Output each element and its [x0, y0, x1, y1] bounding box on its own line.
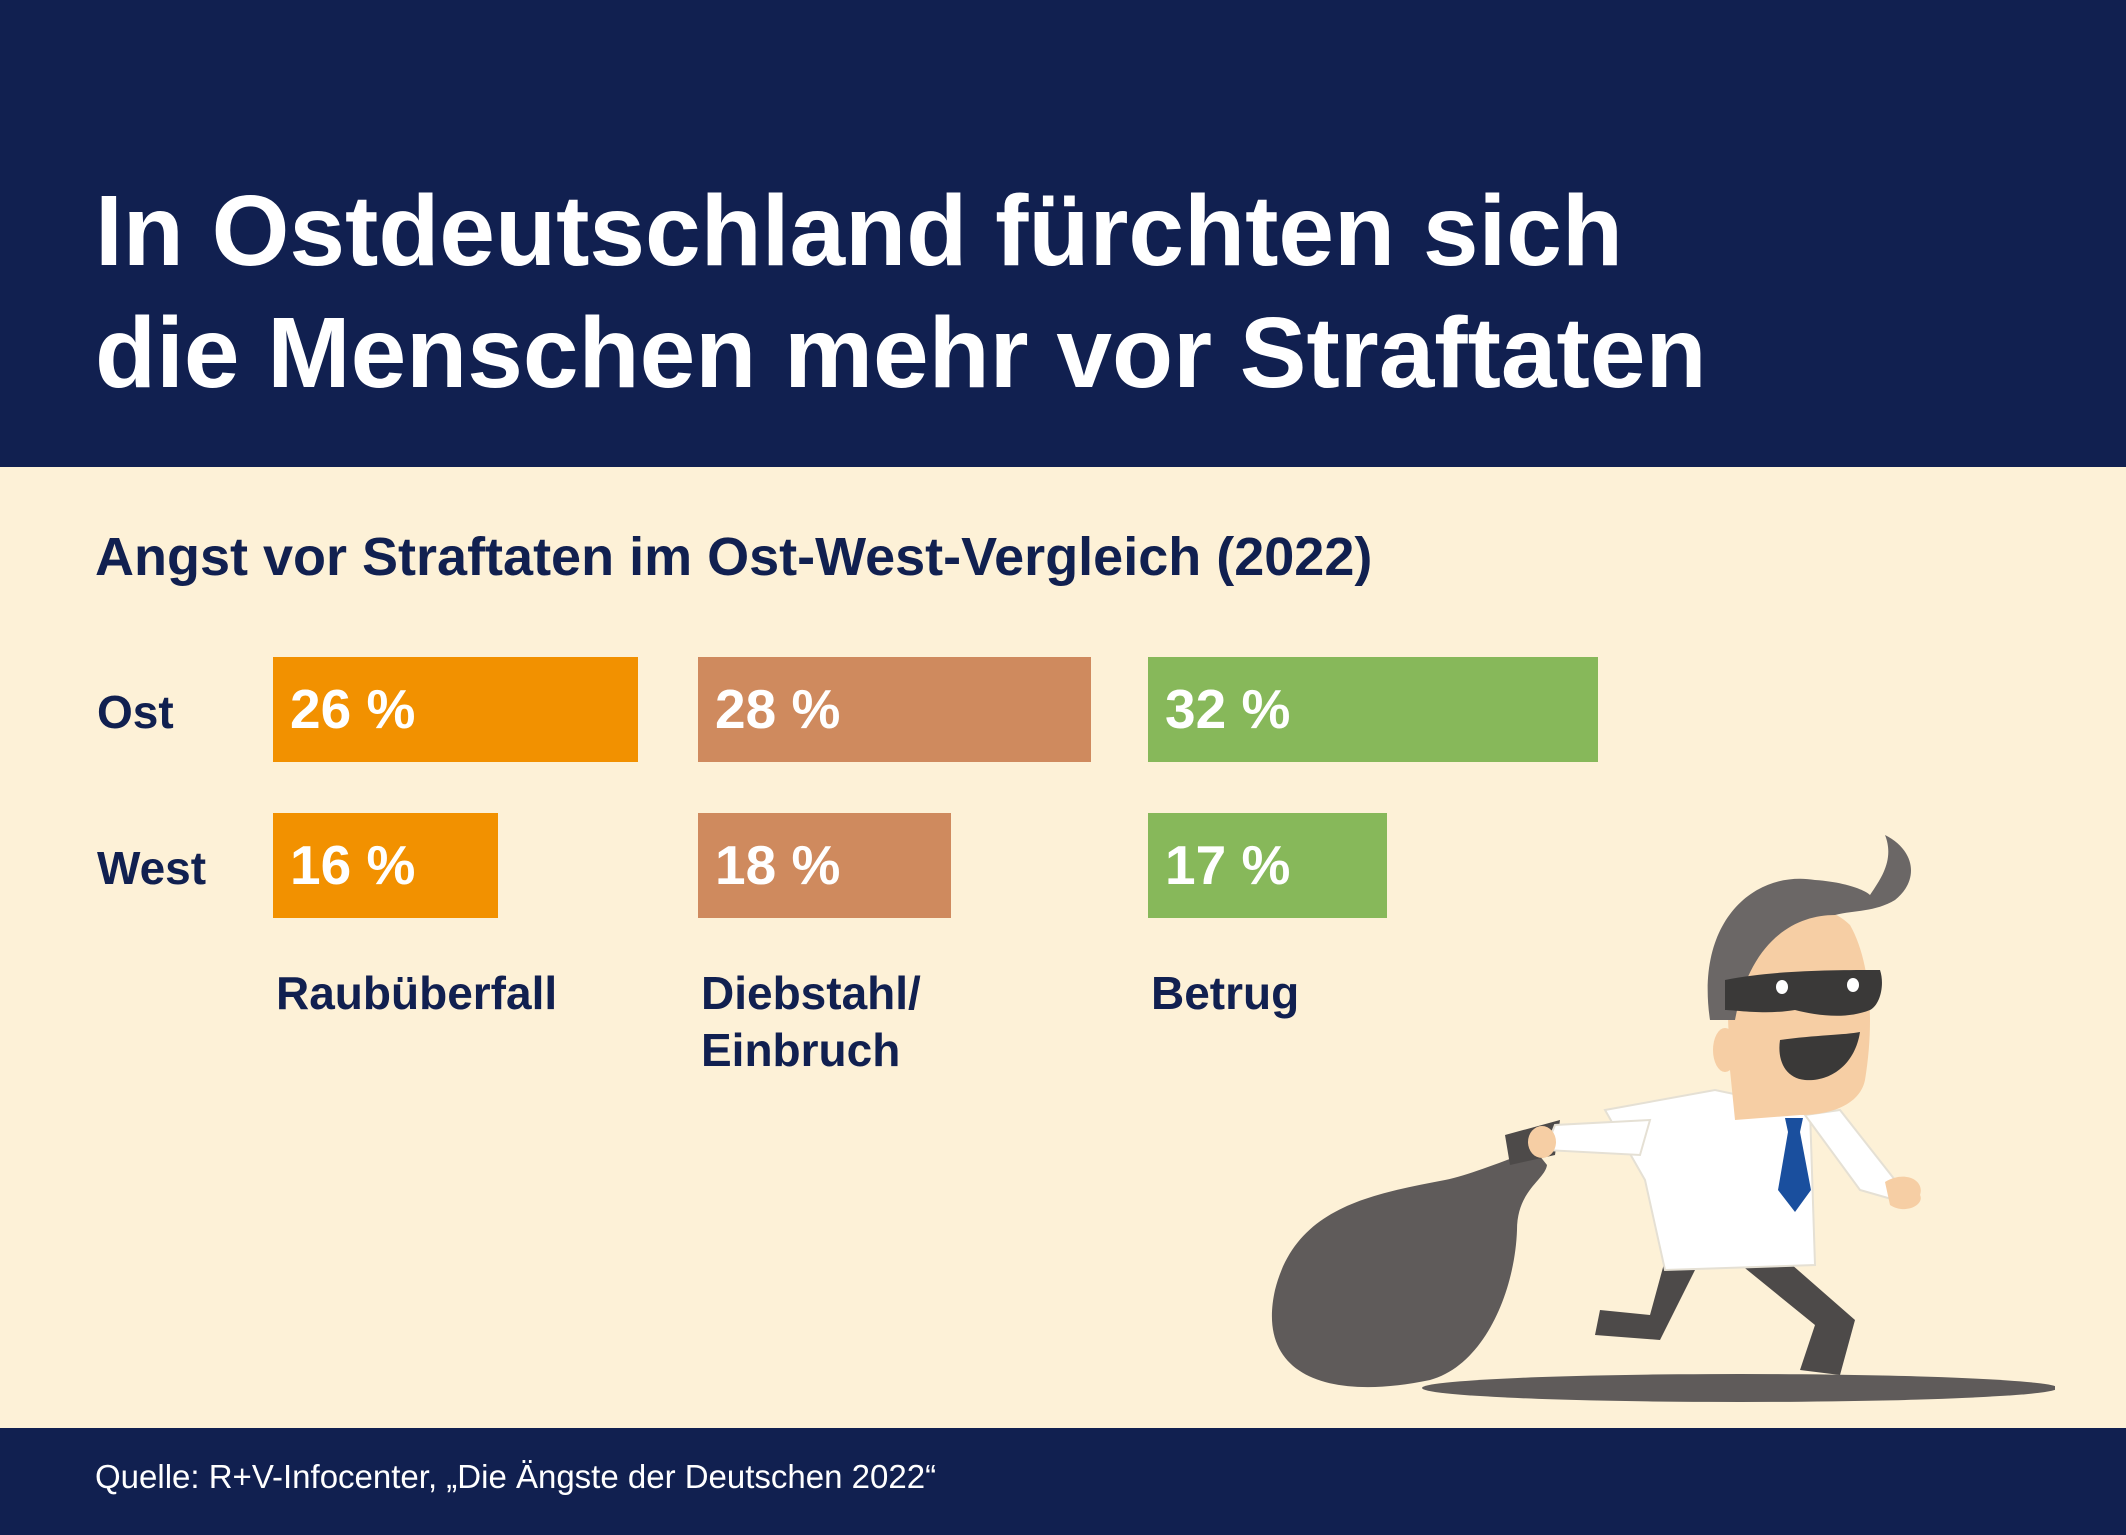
category-label-line: Betrug	[1151, 967, 1300, 1019]
category-label-diebstahl-einbruch: Diebstahl/ Einbruch	[701, 965, 921, 1079]
bar-ost-betrug: 32 %	[1148, 657, 1598, 762]
row-label-ost: Ost	[97, 686, 174, 738]
running-thief-with-sack-icon	[1271, 835, 2055, 1402]
bar-west-diebstahl: 18 %	[698, 813, 951, 918]
category-label-line: Diebstahl/	[701, 967, 921, 1019]
bar-ost-diebstahl: 28 %	[698, 657, 1091, 762]
bar-value-label: 16 %	[290, 834, 416, 896]
bar-ost-raubueberfall: 26 %	[273, 657, 638, 762]
bar-value-label: 28 %	[715, 678, 841, 740]
bar-west-raubueberfall: 16 %	[273, 813, 498, 918]
footer-bar: Quelle: R+V-Infocenter, „Die Ängste der …	[0, 1428, 2126, 1535]
page-title: In Ostdeutschland fürchten sich die Mens…	[95, 170, 1707, 414]
bar-value-label: 32 %	[1165, 678, 1291, 740]
row-label-west: West	[97, 842, 207, 894]
header-banner: In Ostdeutschland fürchten sich die Mens…	[0, 0, 2126, 467]
bar-value-label: 17 %	[1165, 834, 1291, 896]
bar-value-label: 26 %	[290, 678, 416, 740]
category-label-betrug: Betrug	[1151, 965, 1299, 1022]
source-note: Quelle: R+V-Infocenter, „Die Ängste der …	[95, 1458, 937, 1495]
category-label-line: Raubüberfall	[276, 967, 558, 1019]
bar-west-betrug: 17 %	[1148, 813, 1387, 918]
title-line-1: In Ostdeutschland fürchten sich	[95, 175, 1623, 287]
chart-title: Angst vor Straftaten im Ost-West-Verglei…	[95, 527, 1373, 587]
category-label-raubueberfall: Raubüberfall	[276, 965, 557, 1022]
title-line-2: die Menschen mehr vor Straftaten	[95, 297, 1707, 409]
category-label-line: Einbruch	[701, 1024, 901, 1076]
bar-value-label: 18 %	[715, 834, 841, 896]
